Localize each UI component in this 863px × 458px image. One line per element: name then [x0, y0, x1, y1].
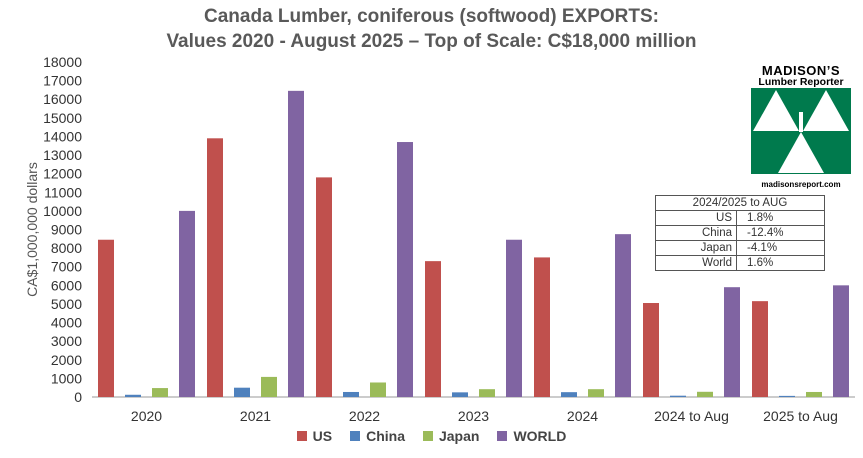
legend: US China Japan WORLD: [0, 428, 863, 444]
chart-title-line2: Values 2020 - August 2025 – Top of Scale…: [166, 31, 697, 52]
change-table: 2024/2025 to AUG US 1.8% China -12.4% Japa…: [655, 195, 825, 271]
legend-item-japan: Japan: [422, 428, 480, 444]
logo-trees-icon: [751, 88, 851, 174]
bar-japan-2020: [152, 388, 168, 397]
bar-us-2024-to-aug: [643, 303, 659, 397]
bar-china-2021: [234, 387, 250, 397]
legend-label: China: [366, 428, 405, 444]
x-tick-label: 2020: [131, 408, 162, 424]
y-tick-label: 5000: [51, 296, 82, 312]
logo-url: madisonsreport.com: [761, 180, 841, 189]
legend-label: WORLD: [513, 428, 567, 444]
y-tick-label: 8000: [51, 240, 82, 256]
bar-us-2020: [98, 239, 114, 397]
bar-japan-2024: [588, 389, 604, 397]
y-tick-label: 9000: [51, 222, 82, 238]
x-tick-label: 2023: [458, 408, 489, 424]
chart-title-line1: Canada Lumber, coniferous (softwood) EXP…: [204, 6, 659, 27]
table-row: China -12.4%: [655, 225, 825, 241]
table-row: US 1.8%: [655, 210, 825, 226]
bar-world-2020: [179, 210, 195, 397]
bar-us-2025-to-aug: [752, 301, 768, 397]
y-tick-label: 10000: [43, 203, 82, 219]
bar-japan-2021: [261, 376, 277, 397]
legend-item-us: US: [296, 428, 333, 444]
y-tick-label: 18000: [43, 54, 82, 70]
table-row: World 1.6%: [655, 255, 825, 271]
x-tick-label: 2025 to Aug: [763, 408, 838, 424]
bar-japan-2024-to-aug: [697, 391, 713, 397]
y-tick-label: 13000: [43, 147, 82, 163]
y-tick-label: 12000: [43, 166, 82, 182]
bar-china-2023: [452, 392, 468, 397]
y-tick-label: 3000: [51, 333, 82, 349]
bar-us-2022: [316, 177, 332, 397]
bar-us-2023: [425, 261, 441, 397]
legend-swatch: [422, 431, 433, 441]
bar-china-2024: [561, 392, 577, 397]
bar-us-2024: [534, 257, 550, 397]
bar-china-2020: [125, 394, 141, 397]
bar-china-2024-to-aug: [670, 395, 686, 397]
logo-subtitle: Lumber Reporter: [758, 76, 844, 88]
y-tick-label: 14000: [43, 128, 82, 144]
y-tick-label: 2000: [51, 352, 82, 368]
bar-world-2023: [506, 239, 522, 397]
table-row: Japan -4.1%: [655, 240, 825, 256]
bar-japan-2023: [479, 389, 495, 397]
madisons-logo: MADISON’S Lumber Reporter madisonsreport…: [751, 63, 851, 189]
bar-china-2025-to-aug: [779, 395, 795, 397]
legend-swatch: [350, 431, 361, 441]
change-table-header: 2024/2025 to AUG: [655, 195, 825, 211]
logo-name: MADISON’S: [761, 63, 841, 78]
bar-us-2021: [207, 138, 223, 398]
bar-world-2024: [615, 234, 631, 397]
y-axis-label: CA$1,000,000 dollars: [24, 162, 40, 297]
bar-world-2021: [288, 90, 304, 397]
y-tick-label: 6000: [51, 277, 82, 293]
x-tick-label: 2022: [349, 408, 380, 424]
bar-japan-2025-to-aug: [806, 391, 822, 397]
x-tick-label: 2024: [567, 408, 598, 424]
legend-item-world: WORLD: [497, 428, 566, 444]
x-tick-label: 2021: [240, 408, 271, 424]
y-tick-label: 7000: [51, 259, 82, 275]
bar-world-2024-to-aug: [724, 287, 740, 397]
y-tick-label: 4000: [51, 315, 82, 331]
legend-swatch: [497, 431, 508, 441]
bar-china-2022: [343, 391, 359, 397]
legend-label: US: [312, 428, 333, 444]
legend-item-china: China: [350, 428, 405, 444]
y-tick-label: 17000: [43, 73, 82, 89]
legend-label: Japan: [438, 428, 480, 444]
x-tick-label: 2024 to Aug: [654, 408, 729, 424]
y-tick-label: 15000: [43, 110, 82, 126]
bar-world-2022: [397, 142, 413, 397]
y-tick-label: 16000: [43, 91, 82, 107]
y-tick-label: 11000: [44, 184, 82, 200]
legend-swatch: [296, 431, 307, 441]
bar-japan-2022: [370, 382, 386, 397]
y-tick-label: 1000: [51, 370, 82, 386]
bar-world-2025-to-aug: [833, 285, 849, 397]
y-tick-label: 0: [74, 389, 82, 405]
